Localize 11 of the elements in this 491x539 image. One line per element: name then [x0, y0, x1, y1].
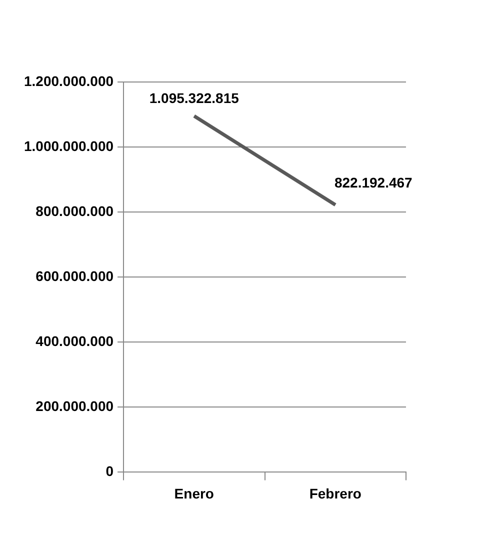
y-tick-label: 400.000.000: [36, 332, 114, 349]
y-tick-label: 0: [106, 463, 114, 480]
x-tick-label: Febrero: [309, 485, 362, 502]
y-tick-label: 800.000.000: [36, 202, 114, 219]
data-label: 1.095.322.815: [149, 90, 240, 106]
x-tick-label: Enero: [174, 485, 214, 502]
y-tick-label: 1.200.000.000: [24, 72, 114, 89]
y-tick-label: 600.000.000: [36, 268, 114, 284]
y-tick-label: 1.000.000.000: [24, 138, 114, 154]
y-tick-label: 200.000.000: [36, 398, 114, 414]
data-label: 822.192.467: [334, 174, 413, 191]
